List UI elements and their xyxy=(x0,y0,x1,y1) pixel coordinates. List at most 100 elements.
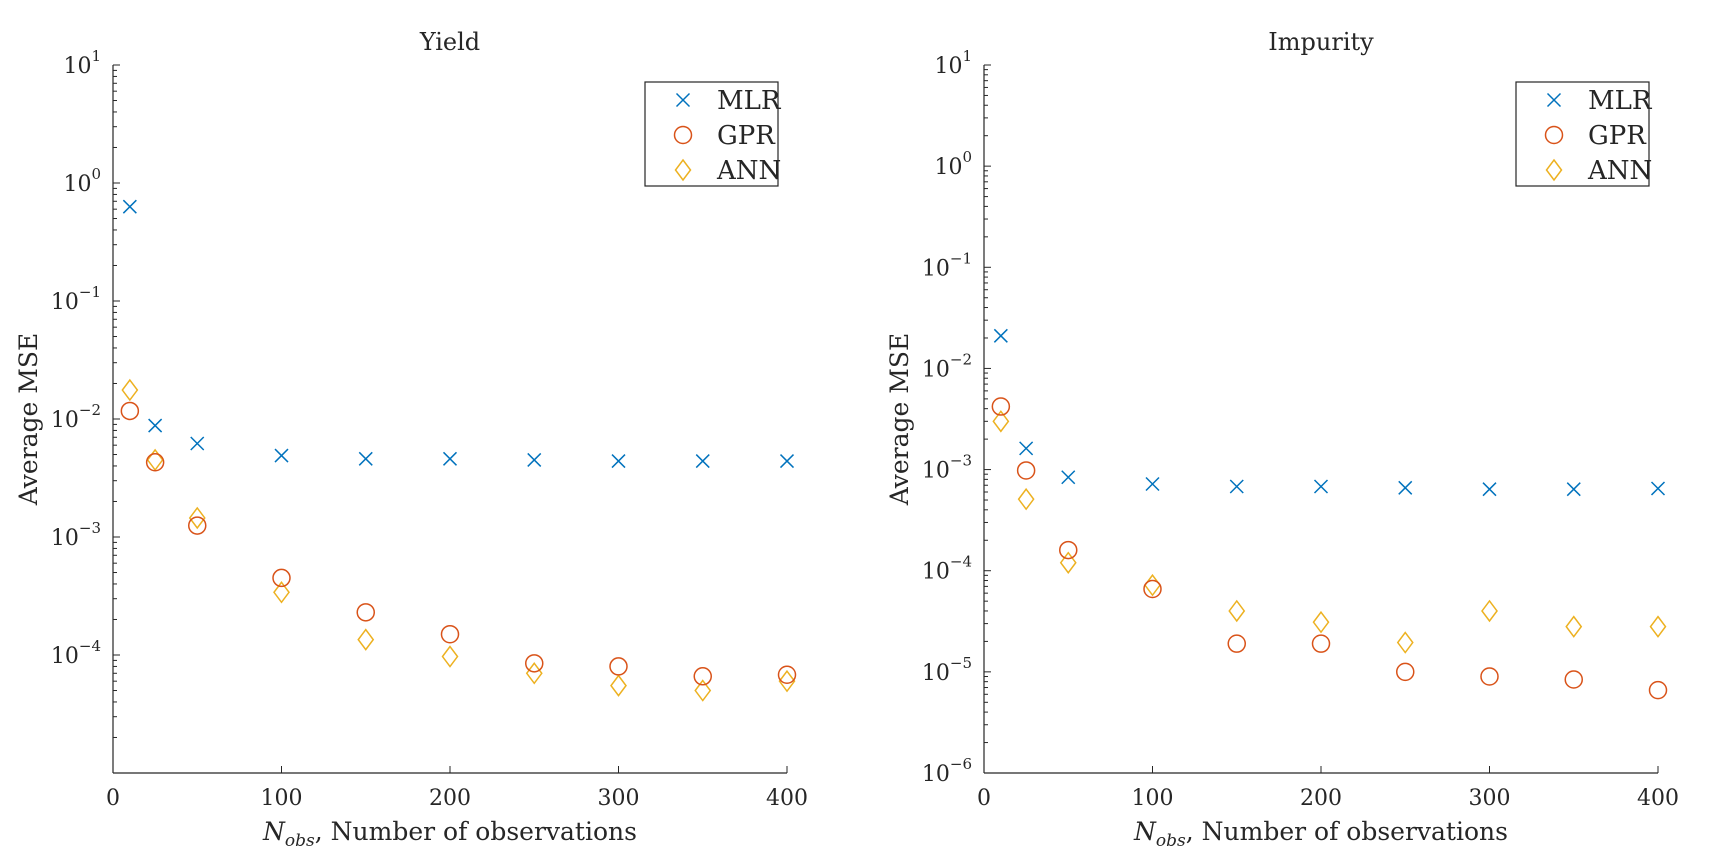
data-point-ann xyxy=(1144,573,1161,597)
data-point-mlr xyxy=(993,328,1008,343)
data-point-ann xyxy=(121,378,139,402)
data-point-mlr xyxy=(1019,441,1034,456)
data-point-mlr xyxy=(122,199,137,214)
data-point-gpr xyxy=(1648,680,1668,700)
legend-marker-mlr xyxy=(675,92,691,108)
legend-marker-ann xyxy=(674,158,692,182)
legend-box xyxy=(644,81,779,187)
data-point-mlr xyxy=(358,451,373,466)
x-axis-label: Nobs, Number of observations xyxy=(1133,817,1508,851)
data-point-gpr xyxy=(991,397,1011,416)
data-point-gpr xyxy=(272,568,291,588)
x-axis-label: Nobs, Number of observations xyxy=(262,817,637,851)
data-point-gpr xyxy=(1059,540,1078,560)
data-point-ann xyxy=(694,679,712,702)
legend-label: ANN xyxy=(1587,156,1652,186)
y-tick-label: 101 xyxy=(934,47,972,79)
data-point-gpr xyxy=(525,654,544,673)
chart-panel-1: 0 100 200 300 400 10−6 10−5 10−4 10−3 10−2 10−1 100… xyxy=(885,28,1679,851)
y-axis-label: Average MSE xyxy=(885,333,914,507)
data-point-mlr xyxy=(442,451,458,466)
data-point-ann xyxy=(441,645,459,668)
data-point-gpr xyxy=(1564,670,1583,689)
data-point-ann xyxy=(1565,615,1583,638)
legend-marker-mlr xyxy=(1546,92,1562,108)
chart-title: Impurity xyxy=(1268,28,1374,56)
y-axis-label: Average MSE xyxy=(14,333,43,507)
data-point-gpr xyxy=(693,667,712,686)
x-tick-label: 400 xyxy=(766,786,808,811)
x-tick-label: 400 xyxy=(1637,786,1679,811)
legend-label: GPR xyxy=(717,121,776,151)
data-point-mlr xyxy=(1398,480,1413,495)
data-point-ann xyxy=(778,669,796,693)
legend: MLR GPR ANN xyxy=(1515,81,1653,187)
legend-label: GPR xyxy=(1588,121,1647,151)
data-point-mlr xyxy=(1313,479,1329,494)
x-tick-label: 0 xyxy=(106,786,120,811)
data-point-mlr xyxy=(1229,479,1244,494)
data-point-mlr xyxy=(1061,470,1076,485)
y-tick-label: 100 xyxy=(934,148,972,180)
y-tick-label: 10−2 xyxy=(51,401,101,433)
y-tick-label: 10−3 xyxy=(922,452,972,484)
data-point-gpr xyxy=(1311,634,1331,653)
data-point-mlr xyxy=(148,418,163,433)
data-point-ann xyxy=(146,448,164,472)
data-point-ann xyxy=(1017,487,1035,511)
data-point-mlr xyxy=(695,454,710,469)
data-point-ann xyxy=(357,628,375,651)
x-tick-label: 200 xyxy=(1300,786,1342,811)
series-ann xyxy=(992,410,1667,654)
data-point-mlr xyxy=(190,436,205,451)
data-point-mlr xyxy=(1482,482,1497,497)
data-point-gpr xyxy=(609,657,628,676)
data-point-gpr xyxy=(1016,461,1036,480)
data-point-ann xyxy=(1481,599,1498,623)
data-point-ann xyxy=(610,674,627,697)
legend-label: ANN xyxy=(716,156,781,186)
data-point-mlr xyxy=(1566,482,1581,497)
data-point-gpr xyxy=(188,516,207,535)
x-tick-label: 100 xyxy=(1132,786,1174,811)
data-point-gpr xyxy=(777,665,797,685)
legend-marker-gpr xyxy=(673,125,693,145)
legend-marker-gpr xyxy=(1544,125,1564,145)
x-tick-label: 0 xyxy=(977,786,991,811)
y-tick-label: 101 xyxy=(63,47,101,79)
y-tick-label: 100 xyxy=(63,165,101,197)
legend-box xyxy=(1515,81,1650,187)
data-point-gpr xyxy=(1396,662,1415,682)
x-tick-label: 200 xyxy=(429,786,471,811)
y-tick-label: 10−2 xyxy=(922,350,972,382)
data-point-gpr xyxy=(120,401,140,421)
series-gpr xyxy=(120,401,797,686)
y-tick-label: 10−1 xyxy=(922,249,972,281)
data-point-ann xyxy=(1059,551,1077,574)
x-tick-label: 300 xyxy=(598,786,640,811)
y-tick-label: 10−4 xyxy=(922,553,972,585)
x-tick-label: 100 xyxy=(261,786,303,811)
data-point-mlr xyxy=(527,452,542,467)
y-tick-label: 10−4 xyxy=(51,637,101,669)
legend-label: MLR xyxy=(717,86,782,116)
data-point-ann xyxy=(1228,599,1246,623)
data-point-mlr xyxy=(779,454,795,469)
data-point-ann xyxy=(1649,615,1667,638)
data-point-gpr xyxy=(1227,634,1246,653)
data-point-ann xyxy=(1312,610,1330,634)
legend-label: MLR xyxy=(1588,86,1653,116)
data-point-ann xyxy=(188,506,206,530)
series-mlr xyxy=(122,199,795,469)
data-point-gpr xyxy=(440,624,460,644)
series-mlr xyxy=(993,328,1666,497)
data-point-gpr xyxy=(145,453,165,472)
data-point-ann xyxy=(273,581,290,604)
y-tick-label: 10−5 xyxy=(922,654,972,686)
data-point-mlr xyxy=(611,454,626,469)
y-tick-label: 10−6 xyxy=(922,755,972,787)
data-point-mlr xyxy=(274,448,289,463)
legend: MLR GPR ANN xyxy=(644,81,782,187)
x-tick-label: 300 xyxy=(1469,786,1511,811)
